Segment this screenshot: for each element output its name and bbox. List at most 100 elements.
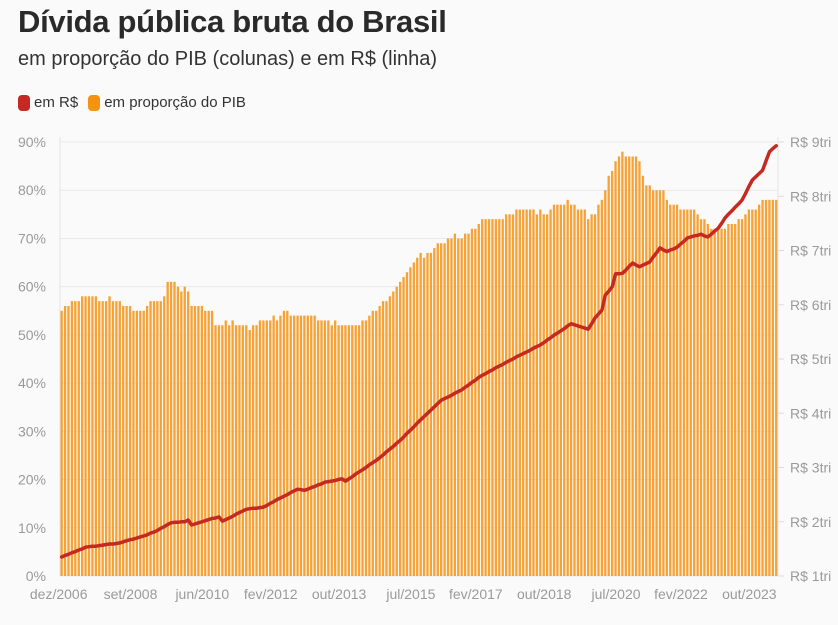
y-left-tick-label: 30% (18, 423, 46, 439)
bar (419, 252, 422, 576)
bar (125, 305, 128, 576)
bar (248, 330, 251, 576)
x-tick-label: dez/2006 (30, 586, 88, 602)
x-tick-label: out/2013 (312, 586, 367, 602)
x-tick-label: jul/2015 (385, 586, 435, 602)
bar (306, 315, 309, 576)
bar (624, 156, 627, 576)
bar (245, 325, 248, 576)
x-tick-label: out/2023 (722, 586, 777, 602)
bar (665, 199, 668, 576)
bar (528, 209, 532, 576)
bar (587, 219, 590, 576)
bar (590, 214, 593, 577)
x-tick-label: fev/2022 (654, 586, 708, 602)
bar (91, 296, 94, 576)
bar (200, 305, 203, 576)
bar (279, 315, 282, 576)
y-left-tick-label: 70% (18, 230, 46, 246)
bar (593, 214, 597, 577)
bar (645, 185, 648, 576)
bar (610, 170, 614, 576)
bar (754, 209, 757, 576)
bar (299, 315, 303, 576)
bar (135, 310, 139, 576)
bar (251, 325, 255, 576)
bar (744, 214, 747, 577)
bar (460, 238, 463, 576)
bar (443, 243, 446, 576)
bar (67, 305, 70, 576)
bar (385, 301, 388, 576)
bar (436, 243, 439, 576)
bar (775, 199, 778, 576)
bar (118, 301, 121, 576)
bar (723, 228, 727, 577)
bar (522, 209, 525, 576)
bar (84, 296, 87, 576)
bar (357, 325, 361, 576)
y-right-tick-label: R$ 4tri (790, 405, 831, 421)
bar (159, 301, 162, 576)
bar (361, 320, 364, 576)
bar (289, 315, 292, 576)
bar (296, 315, 299, 576)
bar (94, 296, 98, 576)
bar (638, 161, 641, 577)
bar (737, 219, 740, 576)
y-left-tick-label: 10% (18, 520, 46, 536)
bar (371, 310, 374, 576)
bar (740, 219, 744, 576)
y-left-tick-label: 90% (18, 134, 46, 150)
bar (552, 204, 556, 576)
y-right-tick-label: R$ 3tri (790, 460, 831, 476)
bar (275, 320, 279, 576)
bar (388, 296, 392, 576)
bar (477, 223, 480, 576)
bar (193, 305, 197, 576)
bar (139, 310, 142, 576)
bar (409, 267, 412, 576)
bar (573, 204, 576, 576)
bar (597, 204, 600, 576)
y-left-tick-label: 80% (18, 182, 46, 198)
bar (429, 252, 433, 576)
debt-rs-line (59, 144, 779, 559)
bar (699, 219, 703, 576)
bar (173, 281, 176, 576)
bar (539, 209, 542, 576)
bar (501, 219, 504, 576)
bar (74, 301, 77, 576)
bar (693, 209, 696, 576)
bar (176, 286, 180, 576)
y-left-tick-label: 20% (18, 472, 46, 488)
bar (128, 305, 132, 576)
bar (330, 325, 333, 576)
bar (453, 233, 457, 576)
bar (395, 286, 398, 576)
bar (631, 156, 634, 576)
bar (467, 233, 470, 576)
bar (481, 219, 484, 576)
bar (566, 199, 569, 576)
bar (446, 238, 450, 576)
bar (214, 325, 217, 576)
bar (187, 291, 190, 576)
legend-label-rs: em R$ (34, 94, 79, 111)
bar (231, 320, 234, 576)
bar (207, 310, 210, 576)
bar (87, 296, 91, 576)
legend-item-pib: em proporção do PIB (88, 94, 246, 111)
bar (255, 325, 258, 576)
bar (286, 310, 289, 576)
bar (710, 228, 713, 577)
bar (474, 228, 477, 577)
bar (440, 243, 443, 576)
bar (457, 238, 460, 576)
bar (504, 214, 508, 577)
bar (580, 209, 583, 576)
legend-swatch-rs (18, 94, 30, 111)
bar (323, 320, 327, 576)
bar (675, 204, 679, 576)
